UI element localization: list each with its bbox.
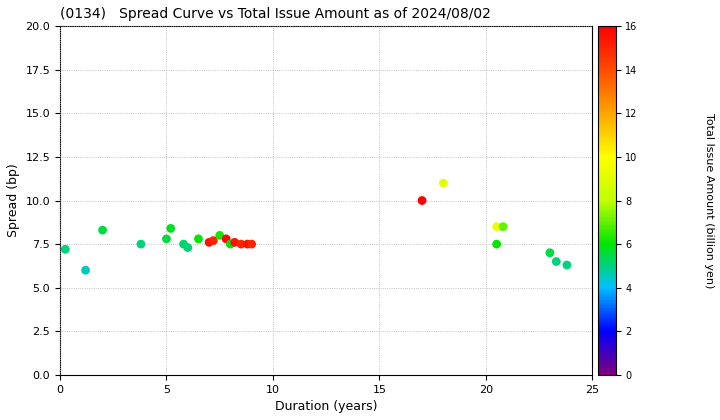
Point	[491, 223, 503, 230]
Point	[96, 227, 108, 234]
Point	[551, 258, 562, 265]
Point	[80, 267, 91, 273]
Point	[416, 197, 428, 204]
Point	[229, 239, 240, 246]
Point	[438, 180, 449, 186]
Point	[246, 241, 258, 247]
Point	[193, 236, 204, 242]
Y-axis label: Spread (bp): Spread (bp)	[7, 164, 20, 237]
Point	[498, 223, 509, 230]
Point	[182, 244, 194, 251]
Point	[135, 241, 147, 247]
Point	[203, 239, 215, 246]
Point	[491, 241, 503, 247]
Point	[60, 246, 71, 253]
Point	[214, 232, 225, 239]
Point	[242, 241, 253, 247]
Text: (0134)   Spread Curve vs Total Issue Amount as of 2024/08/02: (0134) Spread Curve vs Total Issue Amoun…	[60, 7, 491, 21]
Point	[161, 236, 172, 242]
Y-axis label: Total Issue Amount (billion yen): Total Issue Amount (billion yen)	[704, 113, 714, 288]
Point	[220, 236, 232, 242]
Point	[544, 249, 556, 256]
Point	[207, 237, 219, 244]
X-axis label: Duration (years): Duration (years)	[275, 400, 377, 413]
Point	[165, 225, 176, 232]
Point	[225, 241, 236, 247]
Point	[235, 241, 247, 247]
Point	[561, 262, 572, 268]
Point	[178, 241, 189, 247]
